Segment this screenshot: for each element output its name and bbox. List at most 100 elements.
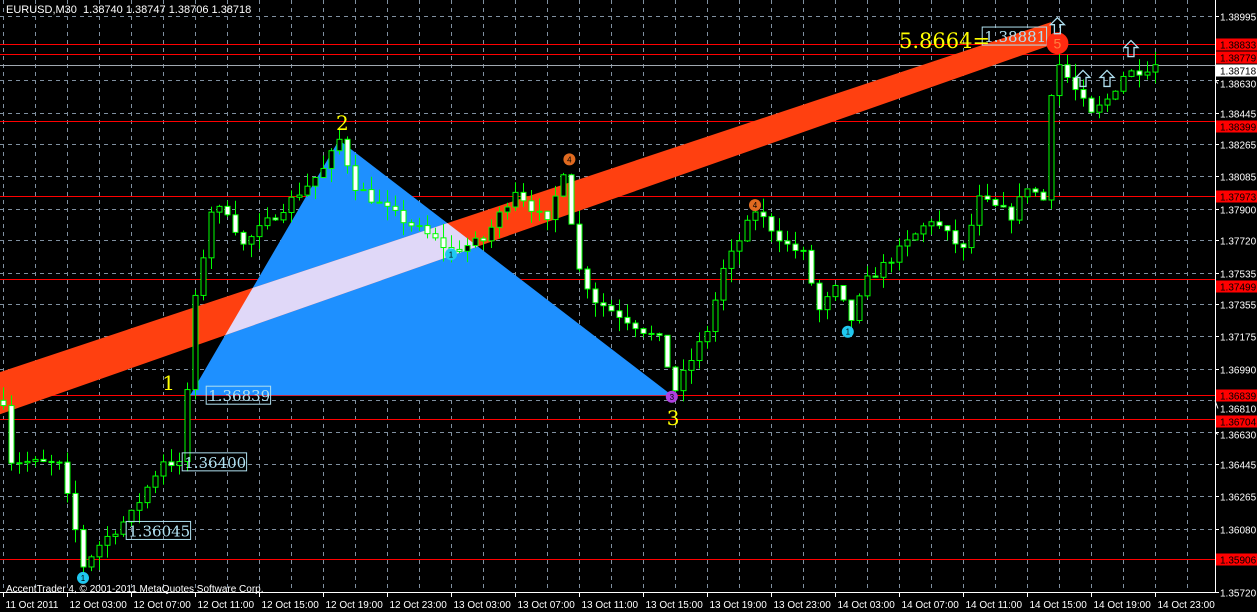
candle-bullish (288, 196, 295, 214)
signal-dot-icon (1046, 32, 1069, 55)
candle-bearish (960, 243, 967, 249)
candle-bullish (96, 544, 103, 558)
x-tick-label: 13 Oct 03:00 (454, 600, 512, 611)
candle-bullish (1096, 104, 1103, 113)
candle-bearish (576, 223, 583, 270)
candle-bearish (872, 275, 879, 278)
candle-bearish (480, 237, 487, 242)
candle-bullish (1056, 64, 1063, 97)
x-tick-label: 14 Oct 11:00 (966, 600, 1023, 611)
candle-bullish (824, 296, 831, 311)
level-price-badge (1216, 120, 1257, 133)
candle-bearish (1032, 188, 1039, 193)
x-tick-label: 14 Oct 07:00 (902, 600, 960, 611)
candle-bullish (360, 189, 367, 192)
candle-bullish (864, 275, 871, 297)
candle-bearish (544, 210, 551, 221)
candle-bearish (1136, 70, 1143, 76)
candle-bullish (832, 285, 839, 298)
candle-bullish (912, 233, 919, 241)
candle-bearish (624, 316, 631, 324)
price-label: 1.38881 (984, 28, 1046, 46)
candle-bearish (528, 200, 535, 212)
signal-dot-glyph: 3 (670, 393, 675, 402)
bid-price-label: 1.38718 (1220, 67, 1257, 78)
candle-bearish (840, 285, 847, 301)
price-label-box (125, 520, 192, 540)
signal-dot-glyph: 1 (449, 250, 454, 259)
candle-bearish (616, 310, 623, 318)
candle-bullish (208, 211, 215, 259)
candle-bullish (184, 389, 191, 463)
candle-bullish (472, 237, 479, 247)
level-price-badge (1216, 553, 1257, 566)
candle-bullish (88, 556, 95, 568)
candle-bearish (352, 165, 359, 191)
candle-bullish (320, 167, 327, 178)
candle-bearish (936, 221, 943, 227)
candle-bullish (24, 460, 31, 464)
pattern-point-label: 2 (336, 111, 349, 135)
candle-bearish (80, 529, 87, 568)
x-tick-label: 13 Oct 07:00 (518, 600, 576, 611)
candle-bullish (904, 239, 911, 247)
x-tick-label: 11 Oct 2011 (6, 600, 59, 611)
candle-bullish (336, 138, 343, 152)
candle-bearish (1072, 76, 1079, 91)
candle-bearish (648, 332, 655, 335)
candle-bearish (760, 211, 767, 218)
candle-bearish (984, 195, 991, 200)
candle-bullish (216, 205, 223, 213)
candle-bearish (8, 405, 15, 464)
level-price-label: 1.38399 (1220, 123, 1257, 134)
candle-bullish (32, 458, 39, 462)
candle-bearish (376, 201, 383, 204)
signal-dot-icon (841, 325, 854, 338)
candles (0, 51, 1159, 579)
level-price-badge (1216, 389, 1257, 402)
candle-bullish (1048, 95, 1055, 201)
price-label-box (181, 452, 248, 472)
candle-bearish (600, 302, 607, 307)
ohlc-close: 1.38718 (211, 4, 252, 16)
candle-bearish (784, 240, 791, 245)
candle-bullish (856, 295, 863, 321)
candle-bullish (312, 176, 319, 187)
candle-bullish (1104, 98, 1111, 106)
signal-dot-icon (665, 390, 678, 403)
y-tick-label: 1.36810 (1220, 405, 1257, 416)
candle-bullish (128, 509, 135, 523)
candle-bullish (704, 331, 711, 343)
candle-bearish (776, 230, 783, 242)
y-tick-label: 1.37720 (1220, 237, 1257, 248)
candle-bearish (592, 288, 599, 304)
signal-dot-glyph: 4 (567, 155, 572, 164)
candle-bearish (240, 231, 247, 245)
candle-bearish (792, 243, 799, 252)
level-price-badge (1216, 415, 1257, 428)
candle-bullish (192, 294, 199, 391)
level-price-badge (1216, 38, 1257, 51)
candle-bearish (432, 233, 439, 239)
x-tick-label: 14 Oct 23:00 (1158, 600, 1216, 611)
candle-bullish (112, 533, 119, 537)
candle-bullish (1024, 188, 1031, 198)
level-lines (0, 44, 1215, 560)
candle-bearish (664, 334, 671, 368)
ohlc-open: 1.38740 (83, 4, 123, 16)
x-tick-label: 13 Oct 11:00 (582, 600, 639, 611)
candle-bullish (304, 185, 311, 196)
candle-bullish (1120, 75, 1127, 92)
price-label-box (981, 26, 1048, 46)
candle-bullish (696, 341, 703, 362)
level-price-label: 1.37499 (1220, 283, 1257, 294)
signal-dot-glyph: 5 (1054, 35, 1062, 51)
candle-bullish (464, 245, 471, 252)
candle-bullish (920, 225, 927, 235)
signal-dot-glyph: 4 (753, 201, 758, 210)
candle-bearish (1080, 89, 1087, 99)
candle-bearish (944, 225, 951, 232)
candle-bullish (120, 521, 127, 535)
